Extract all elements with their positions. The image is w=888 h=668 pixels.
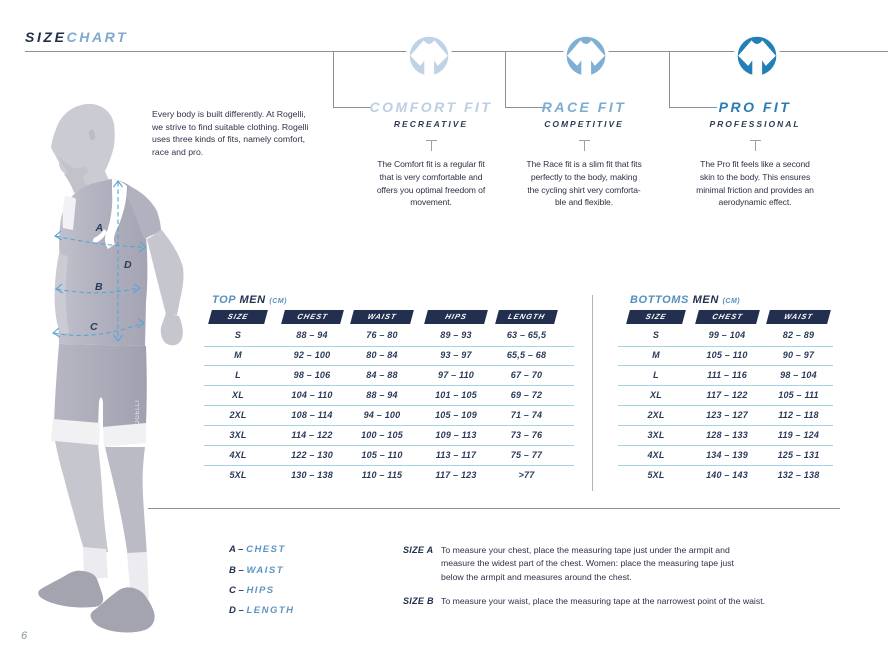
svg-text:D: D [124, 259, 132, 271]
svg-text:C: C [90, 321, 98, 333]
svg-text:ROGELLI: ROGELLI [135, 400, 141, 430]
svg-text:A: A [95, 222, 104, 234]
svg-text:B: B [95, 281, 103, 293]
